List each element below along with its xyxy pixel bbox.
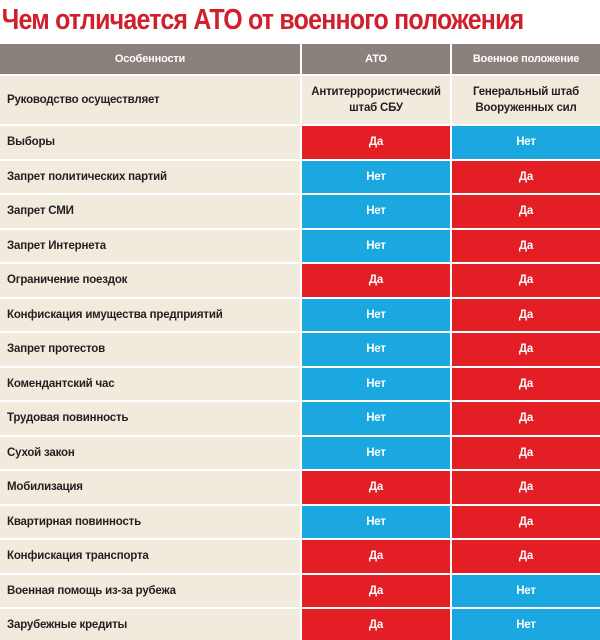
military-value: Да	[452, 367, 600, 400]
comparison-table: Особенности АТО Военное положение Руково…	[0, 44, 600, 640]
feature-label: Конфискация транспорта	[0, 540, 300, 573]
military-value: Да	[452, 436, 600, 469]
table-row: Трудовая повинность Нет Да	[0, 402, 600, 435]
feature-label: Конфискация имущества предприятий	[0, 298, 300, 331]
feature-label: Квартирная повинность	[0, 505, 300, 538]
ato-value: Нет	[302, 160, 450, 193]
feature-label: Запрет протестов	[0, 333, 300, 366]
ato-value: Да	[302, 126, 450, 159]
table-row: Комендантский час Нет Да	[0, 367, 600, 400]
military-value: Нет	[452, 609, 600, 640]
ato-value: Да	[302, 540, 450, 573]
military-value: Да	[452, 505, 600, 538]
ato-value: Да	[302, 264, 450, 297]
feature-label: Выборы	[0, 126, 300, 159]
feature-label: Комендантский час	[0, 367, 300, 400]
feature-label: Мобилизация	[0, 471, 300, 504]
ato-value: Да	[302, 574, 450, 607]
military-value: Да	[452, 195, 600, 228]
feature-label: Трудовая повинность	[0, 402, 300, 435]
ato-value: Нет	[302, 229, 450, 262]
ato-value: Нет	[302, 367, 450, 400]
military-value: Да	[452, 471, 600, 504]
header-ato: АТО	[302, 44, 450, 74]
table-body: Выборы Да Нет Запрет политических партий Нет…	[0, 126, 600, 640]
ato-value: Нет	[302, 402, 450, 435]
military-value: Да	[452, 160, 600, 193]
table-row: Зарубежные кредиты Да Нет	[0, 609, 600, 640]
military-value: Генеральный штаб Вооруженных сил	[452, 76, 600, 124]
ato-value: Антитеррористический штаб СБУ	[302, 76, 450, 124]
ato-value: Да	[302, 609, 450, 640]
feature-label: Ограничение поездок	[0, 264, 300, 297]
feature-label: Запрет политических партий	[0, 160, 300, 193]
military-value: Да	[452, 229, 600, 262]
table-row: Конфискация имущества предприятий Нет Да	[0, 298, 600, 331]
table-row: Запрет Интернета Нет Да	[0, 229, 600, 262]
table-row: Квартирная повинность Нет Да	[0, 505, 600, 538]
feature-label: Запрет Интернета	[0, 229, 300, 262]
table-row: Мобилизация Да Да	[0, 471, 600, 504]
table-header: Особенности АТО Военное положение	[0, 44, 600, 74]
feature-label: Запрет СМИ	[0, 195, 300, 228]
table-row: Военная помощь из-за рубежа Да Нет	[0, 574, 600, 607]
header-features: Особенности	[0, 44, 300, 74]
table-row-leadership: Руководство осуществляет Антитеррористич…	[0, 76, 600, 124]
military-value: Да	[452, 298, 600, 331]
table-row: Ограничение поездок Да Да	[0, 264, 600, 297]
military-value: Нет	[452, 574, 600, 607]
military-value: Да	[452, 402, 600, 435]
feature-label: Военная помощь из-за рубежа	[0, 574, 300, 607]
military-value: Нет	[452, 126, 600, 159]
page-title: Чем отличается АТО от военного положения	[1, 4, 524, 36]
table-row: Сухой закон Нет Да	[0, 436, 600, 469]
header-military: Военное положение	[452, 44, 600, 74]
table-row: Выборы Да Нет	[0, 126, 600, 159]
ato-value: Нет	[302, 195, 450, 228]
ato-value: Нет	[302, 333, 450, 366]
ato-value: Да	[302, 471, 450, 504]
military-value: Да	[452, 540, 600, 573]
table-row: Запрет политических партий Нет Да	[0, 160, 600, 193]
feature-label: Сухой закон	[0, 436, 300, 469]
feature-label: Руководство осуществляет	[0, 76, 300, 124]
ato-value: Нет	[302, 298, 450, 331]
table-row: Запрет протестов Нет Да	[0, 333, 600, 366]
military-value: Да	[452, 333, 600, 366]
table-row: Запрет СМИ Нет Да	[0, 195, 600, 228]
ato-value: Нет	[302, 505, 450, 538]
military-value: Да	[452, 264, 600, 297]
ato-value: Нет	[302, 436, 450, 469]
table-row: Конфискация транспорта Да Да	[0, 540, 600, 573]
feature-label: Зарубежные кредиты	[0, 609, 300, 640]
